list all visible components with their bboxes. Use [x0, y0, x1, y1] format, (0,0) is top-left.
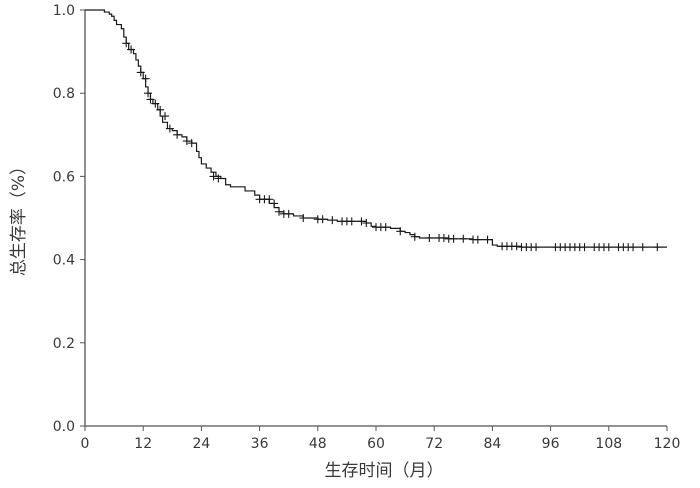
y-tick-label: 1.0: [53, 3, 75, 19]
censor-mark: [439, 233, 448, 242]
series-layer: [85, 9, 667, 252]
censor-mark: [328, 216, 337, 225]
x-tick-label: 84: [483, 436, 501, 452]
censor-mark: [362, 218, 371, 227]
censor-mark: [151, 99, 160, 108]
censor-mark: [299, 214, 308, 222]
censor-mark: [604, 243, 613, 252]
x-axis-title: 生存时间（月）: [325, 461, 444, 481]
axes: [84, 10, 667, 427]
censor-mark: [165, 124, 174, 133]
censor-mark: [410, 232, 419, 241]
y-tick-label: 0.4: [53, 253, 75, 269]
censor-mark: [473, 235, 482, 244]
censor-mark: [270, 199, 279, 208]
censor-mark: [136, 68, 145, 77]
x-tick-label: 96: [542, 436, 560, 452]
censor-mark: [214, 174, 223, 183]
censor-mark: [357, 217, 366, 226]
censor-mark: [638, 243, 647, 252]
censor-mark: [265, 195, 274, 204]
censor-mark: [209, 172, 218, 181]
x-tick-label: 36: [251, 436, 269, 452]
censor-mark: [629, 243, 638, 252]
censor-mark: [396, 227, 405, 236]
censor-mark: [483, 235, 492, 244]
x-tick-label: 12: [134, 436, 152, 452]
censor-mark: [318, 215, 327, 224]
x-tick-label: 120: [654, 436, 681, 452]
censor-mark: [449, 234, 458, 243]
censor-mark: [381, 223, 390, 232]
censor-mark: [182, 137, 191, 146]
censor-mark: [459, 234, 468, 243]
x-tick-label: 24: [192, 436, 210, 452]
x-tick-label: 72: [425, 436, 443, 452]
censor-mark: [425, 233, 434, 242]
x-tick-label: 108: [595, 436, 622, 452]
censor-mark: [122, 39, 131, 48]
y-axis-title: 总生存率（%）: [9, 158, 29, 276]
y-axis-ticks: 0.0 0.2 0.4 0.6 0.8 1.0: [53, 3, 85, 435]
x-tick-label: 60: [367, 436, 385, 452]
censor-mark: [275, 207, 283, 216]
censor-mark: [532, 243, 541, 252]
x-tick-label: 0: [81, 436, 90, 452]
y-tick-label: 0.6: [53, 169, 75, 185]
censor-mark: [161, 112, 170, 121]
censor-mark: [146, 95, 155, 104]
censor-mark: [141, 74, 150, 83]
censor-mark: [580, 243, 589, 252]
survival-curve: [85, 9, 667, 248]
x-axis-ticks: 0 12 24 36 48 60 72 84 96 108 120: [81, 426, 681, 452]
y-tick-label: 0.8: [53, 86, 75, 102]
censor-mark: [347, 217, 356, 226]
censor-mark: [144, 89, 153, 98]
y-tick-label: 0.0: [53, 419, 75, 435]
censor-mark: [173, 130, 182, 139]
censor-mark: [653, 243, 662, 252]
x-tick-label: 48: [309, 436, 327, 452]
y-tick-label: 0.2: [53, 336, 75, 352]
censor-mark: [512, 242, 521, 251]
censor-mark: [156, 105, 165, 114]
censor-mark: [284, 209, 293, 218]
censor-mark: [187, 139, 196, 148]
censor-mark: [127, 45, 136, 54]
